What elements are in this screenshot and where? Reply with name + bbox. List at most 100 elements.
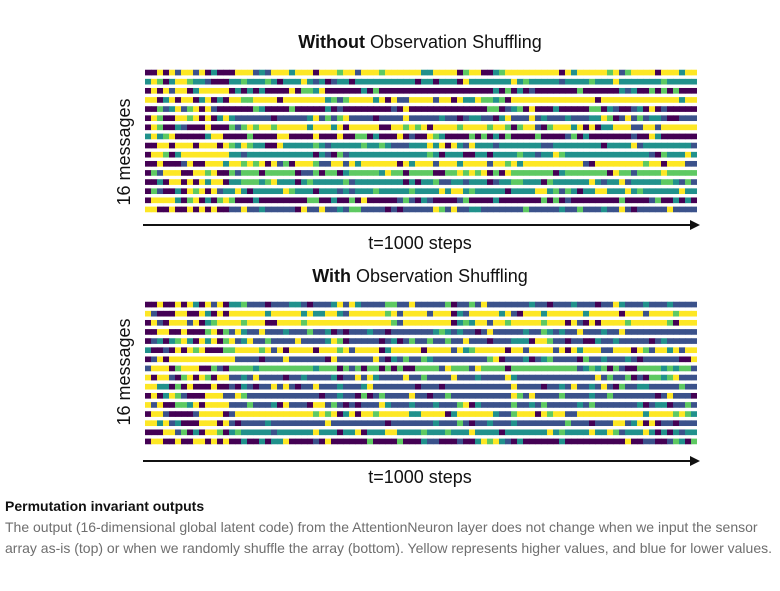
heatmap-cell <box>667 151 674 158</box>
heatmap-cell <box>553 160 560 167</box>
heatmap-cell <box>307 402 314 408</box>
heatmap-cell <box>301 151 308 158</box>
heatmap-cell <box>667 365 674 372</box>
heatmap-cell <box>481 106 488 112</box>
heatmap-cell <box>301 106 308 112</box>
heatmap-cell <box>145 365 152 372</box>
heatmap-cell <box>691 402 697 408</box>
heatmap-cell <box>277 188 284 195</box>
heatmap-cell <box>499 160 506 167</box>
heatmap-cell <box>553 87 560 94</box>
heatmap-cell <box>415 429 422 436</box>
heatmap-cell <box>469 429 476 436</box>
heatmap-cell <box>301 97 308 103</box>
heatmap-cell <box>391 115 398 122</box>
heatmap-cell <box>211 133 218 140</box>
heatmap-cell <box>361 115 368 122</box>
heatmap-cell <box>463 438 470 445</box>
heatmap-cell <box>337 411 344 417</box>
heatmap-cell <box>397 106 404 112</box>
heatmap-cell <box>523 124 530 131</box>
heatmap-cell <box>565 310 572 317</box>
heatmap-cell <box>469 383 476 390</box>
heatmap-cell <box>325 188 332 195</box>
heatmap-cell <box>625 97 632 103</box>
heatmap-cell <box>163 383 170 390</box>
heatmap-cell <box>193 383 200 390</box>
heatmap-cell <box>403 374 410 381</box>
heatmap-cell <box>187 188 194 195</box>
heatmap-cell <box>331 402 338 408</box>
heatmap-cell <box>685 78 692 85</box>
heatmap-cell <box>577 97 584 103</box>
heatmap-cell <box>601 133 608 140</box>
heatmap-cell <box>391 429 398 436</box>
heatmap-cell <box>271 310 278 317</box>
heatmap-cell <box>325 78 332 85</box>
heatmap-cell <box>469 87 476 94</box>
heatmap-cell <box>307 206 314 213</box>
heatmap-cell <box>193 197 200 204</box>
heatmap-cell <box>433 374 440 381</box>
heatmap-cell <box>589 329 596 335</box>
heatmap-cell <box>493 87 500 94</box>
heatmap-cell <box>427 402 434 408</box>
heatmap-cell <box>367 206 374 213</box>
heatmap-cell <box>529 78 536 85</box>
heatmap-cell <box>271 374 278 381</box>
heatmap-cell <box>577 356 584 363</box>
heatmap-cell <box>607 115 614 122</box>
heatmap-cell <box>643 160 650 167</box>
heatmap-cell <box>511 78 518 85</box>
heatmap-cell <box>289 429 296 436</box>
heatmap-cell <box>259 338 266 344</box>
heatmap-cell <box>181 347 188 354</box>
heatmap-cell <box>643 87 650 94</box>
heatmap-cell <box>589 206 596 213</box>
heatmap-cell <box>529 197 536 204</box>
heatmap-cell <box>331 383 338 390</box>
heatmap-cell <box>505 160 512 167</box>
heatmap-cell <box>349 429 356 436</box>
heatmap-cell <box>487 429 494 436</box>
heatmap-cell <box>355 310 362 317</box>
heatmap-cell <box>217 69 224 76</box>
heatmap-cell <box>277 429 284 436</box>
heatmap-cell <box>259 142 266 149</box>
heatmap-cell <box>619 106 626 112</box>
heatmap-cell <box>211 365 218 372</box>
heatmap-cell <box>511 170 518 176</box>
heatmap-cell <box>301 383 308 390</box>
heatmap-cell <box>511 206 518 213</box>
heatmap-cell <box>253 97 260 103</box>
heatmap-cell <box>673 374 680 381</box>
heatmap-cell <box>499 69 506 76</box>
heatmap-cell <box>607 206 614 213</box>
heatmap-cell <box>265 329 272 335</box>
heatmap-cell <box>307 179 314 185</box>
heatmap-cell <box>619 429 626 436</box>
heatmap-cell <box>487 347 494 354</box>
heatmap-cell <box>175 179 182 185</box>
heatmap-cell <box>235 301 242 308</box>
heatmap-cell <box>361 106 368 112</box>
heatmap-cell <box>589 133 596 140</box>
heatmap-cell <box>643 206 650 213</box>
heatmap-cell <box>433 197 440 204</box>
heatmap-cell <box>409 429 416 436</box>
heatmap-cell <box>325 87 332 94</box>
heatmap-cell <box>145 170 152 176</box>
heatmap-cell <box>475 347 482 354</box>
heatmap-cell <box>307 411 314 417</box>
heatmap-cell <box>583 329 590 335</box>
heatmap-cell <box>649 411 656 417</box>
heatmap-cell <box>367 329 374 335</box>
heatmap-cell <box>475 170 482 176</box>
heatmap-cell <box>175 429 182 436</box>
heatmap-cell <box>313 69 320 76</box>
heatmap-cell <box>607 170 614 176</box>
heatmap-cell <box>409 374 416 381</box>
heatmap-cell <box>649 170 656 176</box>
heatmap-cell <box>487 206 494 213</box>
heatmap-cell <box>145 78 152 85</box>
